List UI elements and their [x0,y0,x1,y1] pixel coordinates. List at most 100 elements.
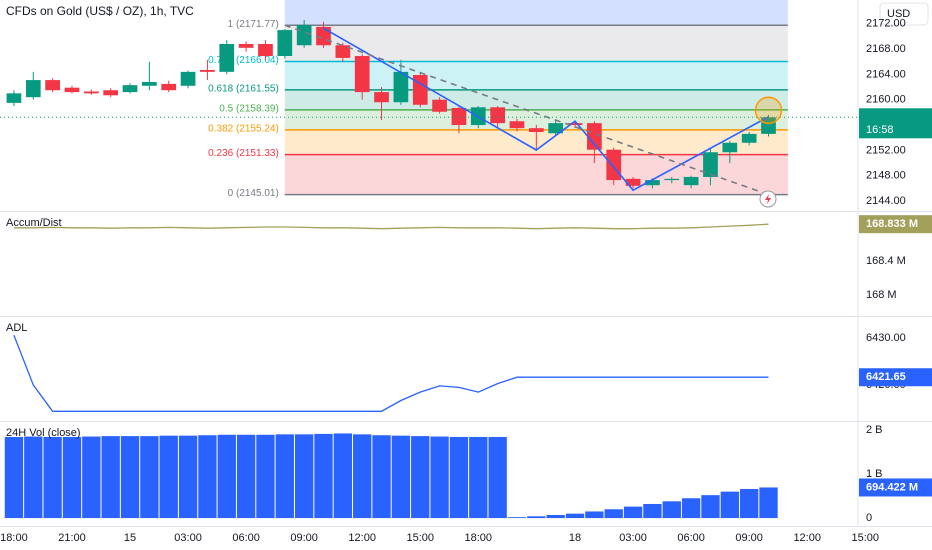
volume-bar [275,434,294,519]
y-tick-label: 2144.00 [866,195,906,207]
last-value-box [859,215,932,234]
candle-body [528,128,544,132]
volume-bar [314,433,333,519]
price-scale-bg [858,0,932,550]
candle-body [103,90,119,96]
trend-line [284,24,769,196]
candle-body [567,123,583,126]
candle-body [374,92,389,103]
candle-body [354,56,370,93]
volume-bar [449,436,469,519]
volume-bar [62,436,82,519]
last-value-box [859,108,932,139]
fib-level-label: 1 (2171.77) [228,19,279,30]
volume-bar [120,436,140,519]
y-tick-label: 2148.00 [866,170,906,182]
candle-body [451,107,467,126]
volume-bar [527,516,546,519]
candle-body [25,80,41,98]
last-value-label: 168.833 M [866,218,918,230]
volume-bar [585,511,604,519]
x-tick-label: 12:00 [348,532,376,544]
volume-bar [198,435,217,519]
candle-body [200,69,215,72]
fib-band [284,89,788,110]
y-tick-label: 2160.00 [866,94,906,106]
candle-body [83,91,99,94]
candle-body [45,80,60,91]
candle-body [142,81,157,86]
candle-body [548,123,564,134]
currency-label[interactable]: USD [887,8,910,20]
candle-body [316,26,331,46]
mark-layer [0,19,858,519]
volume-bar [82,436,101,519]
fib-band [284,109,788,130]
volume-bar [739,488,759,519]
candle-body [761,117,776,134]
candle-body [296,25,312,46]
volume-bar [507,517,527,519]
indicator-line [13,223,769,230]
indicator-line [13,334,769,412]
candle-body [219,43,235,72]
volume-bar [565,513,585,519]
x-tick-label: 06:00 [232,532,260,544]
fib-level-label: 0.5 (2158.39) [219,104,279,115]
candle-body [180,71,196,86]
x-tick-label: 09:00 [290,532,318,544]
candle-body [703,152,718,177]
candle-body [122,85,138,93]
x-tick-label: 15:00 [406,532,434,544]
volume-bar [256,434,275,519]
volume-bar [546,514,565,519]
volume-bar [372,435,391,519]
candle-body [277,30,293,57]
volume-bar [24,436,43,519]
y-tick-label: 168 M [866,289,897,301]
volume-bar [217,434,236,519]
y-tick-label: 6430.00 [866,332,906,344]
last-value-box [859,478,932,497]
candle-body [509,121,525,129]
x-tick-label: 12:00 [793,532,821,544]
volume-bar [353,434,372,519]
candle-body [412,75,428,105]
last-value-label: 694.422 M [866,481,918,493]
y-tick-label: 2164.00 [866,68,906,80]
candle-body [587,123,602,150]
volume-bar [604,509,623,519]
symbol-title: CFDs on Gold (US$ / OZ), 1h, TVC [6,4,194,18]
y-tick-label: 1 B [866,468,883,480]
candle-body [238,43,254,48]
volume-bar [701,495,720,519]
fib-extension-band [284,0,788,26]
fib-level-label: 0.382 (2155.24) [208,123,279,134]
last-value-box [859,368,932,387]
highlight-circle [754,96,783,125]
x-tick-label: 15 [124,532,136,544]
volume-bar [759,487,778,519]
fib-level-label: 0.618 (2161.55) [208,84,279,95]
last-value-label: 6421.65 [866,371,906,383]
candle-body [722,142,738,153]
pane-title: ADL [6,322,27,334]
volume-bar [43,436,62,519]
volume-bar [140,436,159,519]
candle-body [258,43,273,57]
volume-bar [662,501,681,519]
volume-bar [411,436,430,519]
y-tick-label: 168.4 M [866,255,906,267]
trend-line [323,27,769,192]
volume-bar [488,436,507,519]
volume-bar [469,436,488,519]
currency-button[interactable] [879,2,929,26]
candle-body [645,180,660,186]
x-tick-label: 03:00 [619,532,647,544]
volume-bar [681,498,701,519]
candle-body [490,107,505,124]
volume-bar [4,436,24,519]
fib-band [284,25,788,62]
x-tick-label: 21:00 [58,532,86,544]
y-tick-label: 2172.00 [866,18,906,30]
